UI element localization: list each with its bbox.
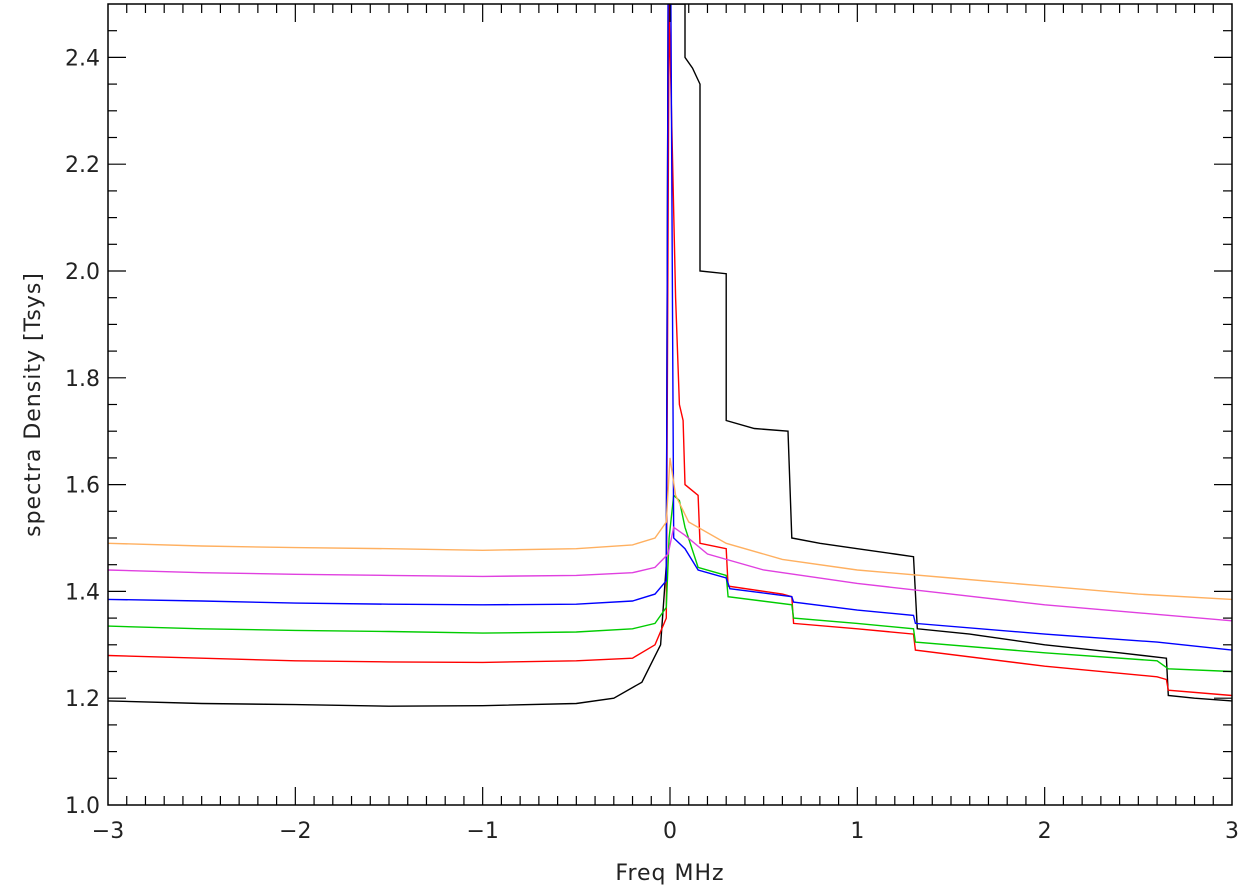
x-axis-title: Freq MHz: [615, 861, 724, 886]
series-line-1: [108, 4, 1232, 707]
y-tick-label: 1.2: [65, 687, 100, 712]
series-line-2: [108, 4, 1232, 697]
x-tick-label: 2: [1038, 819, 1052, 844]
x-tick-label: −2: [279, 819, 311, 844]
x-tick-label: −3: [92, 819, 124, 844]
y-tick-label: 2.2: [65, 153, 100, 178]
y-tick-label: 2.4: [65, 46, 100, 71]
series-line-5: [108, 526, 1232, 622]
axis-ticks: [108, 4, 1232, 805]
y-tick-label: 1.4: [65, 580, 100, 605]
y-axis-title: spectra Density [Tsys]: [21, 272, 46, 537]
x-tick-label: 3: [1225, 819, 1239, 844]
plot-lines: [108, 4, 1232, 707]
axis-tick-labels: −3 −2 −1 0 1 2 3 1.0 1.2 1.4 1.6 1.8 2.0 2.2 2.4: [65, 46, 1239, 844]
series-line-3: [108, 493, 1232, 673]
series-line-4: [108, 4, 1232, 651]
y-tick-label: 1.0: [65, 794, 100, 819]
x-tick-label: 1: [850, 819, 864, 844]
x-tick-label: −1: [466, 819, 498, 844]
series-line-6: [108, 457, 1232, 601]
x-tick-label: 0: [663, 819, 677, 844]
plot-frame: [107, 3, 1233, 806]
y-tick-label: 2.0: [65, 260, 100, 285]
y-tick-label: 1.8: [65, 367, 100, 392]
y-tick-label: 1.6: [65, 474, 100, 499]
